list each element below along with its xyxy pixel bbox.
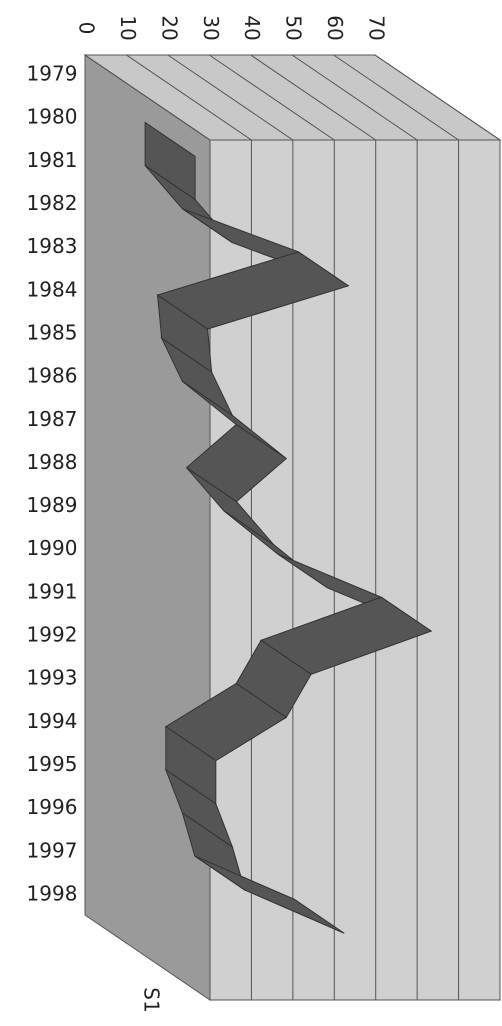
x-tick-label: 1991: [27, 579, 78, 603]
x-tick-label: 1985: [27, 320, 78, 344]
y-tick-label: 0: [75, 22, 99, 35]
x-tick-label: 1979: [27, 62, 78, 86]
x-tick-label: 1995: [27, 752, 78, 776]
x-tick-label: 1983: [27, 234, 78, 258]
grid-line: [250, 54, 376, 141]
x-tick-label: 1996: [27, 795, 78, 819]
y-tick-label: 10: [116, 15, 140, 40]
y-tick-label: 40: [240, 15, 264, 40]
x-tick-label: 1993: [27, 666, 78, 690]
x-tick-label: 1986: [27, 364, 78, 388]
grid-line: [374, 54, 501, 141]
y-tick-label: 60: [323, 15, 347, 40]
x-tick-label: 1987: [27, 407, 78, 431]
grid-line: [84, 54, 211, 141]
x-tick-label: 1998: [27, 882, 78, 906]
legend-label: S1: [140, 987, 164, 1012]
x-tick-label: 1994: [27, 709, 78, 733]
ribbon-segment: [194, 855, 345, 934]
y-tick-label: 30: [199, 15, 223, 40]
x-tick-label: 1992: [27, 623, 78, 647]
x-tick-label: 1982: [27, 191, 78, 215]
y-tick-label: 20: [157, 15, 181, 40]
x-tick-label: 1997: [27, 838, 78, 862]
grid-line: [167, 54, 294, 141]
x-tick-label: 1988: [27, 450, 78, 474]
grid-line: [126, 54, 252, 141]
y-tick-label: 70: [365, 15, 389, 40]
x-tick-label: 1981: [27, 148, 78, 172]
x-tick-label: 1984: [27, 277, 78, 301]
x-tick-label: 1989: [27, 493, 78, 517]
grid-line: [291, 54, 418, 141]
grid-line: [209, 54, 335, 141]
grid-line: [333, 54, 459, 141]
x-tick-label: 1980: [27, 105, 78, 129]
y-tick-label: 50: [282, 15, 306, 40]
x-tick-label: 1990: [27, 536, 78, 560]
